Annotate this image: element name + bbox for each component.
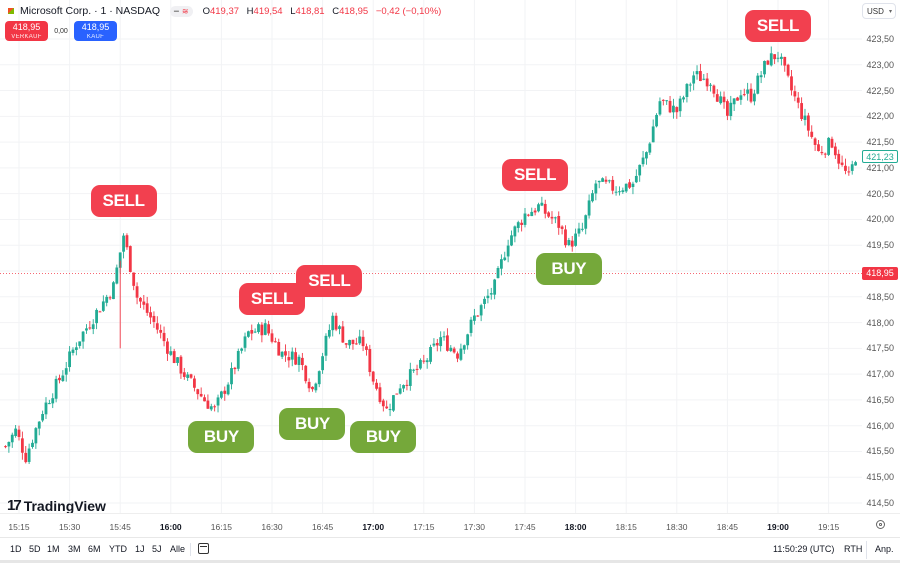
price-tick-label: 414,50 (866, 498, 894, 509)
price-tick-label: 422,50 (866, 85, 894, 96)
wave-icon[interactable]: ≋ (181, 6, 189, 16)
adjust-toggle[interactable]: Anp. (875, 544, 894, 554)
time-tick-label: 15:45 (109, 522, 131, 532)
high-label: H (246, 5, 254, 17)
bottom-toolbar: 1D 5D 1M 3M 6M YTD 1J 5J Alle 11:50:29 (UTC) RTH… (0, 537, 900, 562)
sell-signal-label: SELL (296, 265, 363, 298)
buy-price: 418,95 (81, 22, 110, 32)
close-value: 418,95 (339, 5, 369, 17)
time-tick-label: 17:30 (463, 522, 486, 532)
spread-value: 0,00 (54, 27, 68, 35)
price-tick-label: 421,00 (866, 162, 894, 173)
price-tick-label: 421,50 (866, 137, 894, 148)
buy-label: KAUF (86, 34, 105, 40)
price-tick-label: 423,00 (866, 59, 894, 70)
time-tick-label: 17:15 (413, 522, 435, 532)
session-toggle[interactable]: RTH (844, 544, 863, 554)
buy-signal-label: BUY (350, 420, 417, 453)
price-axis[interactable]: 423,50 423,00 422,50 422,00 421,50 421,00 420,… (862, 0, 900, 513)
range-button-alle[interactable]: Alle (170, 544, 186, 554)
ohlc-values: O419,37 H419,54 L418,81 C418,95 −0,42 (−… (203, 6, 447, 17)
time-tick-label: 16:45 (311, 522, 334, 532)
open-label: O (202, 5, 210, 17)
time-tick-label: 16:00 (159, 522, 182, 532)
minus-icon[interactable]: ━ (174, 6, 179, 16)
range-button-6m[interactable]: 6M (88, 544, 101, 554)
range-button-1m[interactable]: 1M (47, 544, 60, 554)
price-tick-label: 420,00 (866, 214, 894, 225)
range-button-5j[interactable]: 5J (152, 544, 162, 554)
sell-signal-label: SELL (502, 159, 569, 192)
time-tick-label: 19:00 (767, 522, 789, 532)
time-tick-label: 18:00 (564, 522, 587, 532)
last-price-tag: 421,23 (862, 150, 898, 163)
sell-button[interactable]: 418,95 VERKAUF (5, 21, 48, 41)
price-tick-label: 422,00 (866, 111, 894, 122)
tradingview-wordmark: TradingView (23, 497, 106, 514)
buy-signal-label: BUY (188, 420, 255, 453)
low-label: L (290, 5, 296, 17)
change-value: −0,42 (−0,10%) (375, 5, 442, 17)
sell-signal-label: SELL (745, 9, 811, 42)
time-tick-label: 17:00 (362, 522, 385, 532)
price-tick-label: 416,50 (866, 394, 894, 405)
sell-price: 418,95 (12, 22, 41, 32)
buy-signal-label: BUY (279, 407, 346, 440)
legend-toggle-pill[interactable]: ━ ≋ (170, 5, 193, 17)
divider (866, 541, 867, 559)
crosshair-price-tag: 418,95 (862, 267, 898, 280)
range-button-1j[interactable]: 1J (135, 544, 145, 554)
tradingview-mark-icon: 17 (7, 497, 22, 514)
price-tick-label: 418,00 (866, 317, 894, 328)
price-tick-label: 420,50 (866, 188, 894, 199)
time-axis[interactable]: 15:15 15:30 15:45 16:00 16:15 16:30 16:45 17:00… (0, 513, 900, 538)
time-tick-label: 18:30 (666, 522, 688, 532)
trade-buttons: 418,95 VERKAUF 0,00 418,95 KAUF (5, 21, 117, 41)
sell-signal-label: SELL (239, 283, 305, 316)
settings-gear-icon[interactable] (876, 520, 885, 529)
price-tick-label: 423,50 (866, 34, 894, 44)
time-tick-label: 18:45 (716, 522, 739, 532)
price-tick-label: 417,00 (866, 369, 894, 380)
chart-legend: Microsoft Corp. · 1 · NASDAQ ━ ≋ O419,37… (8, 4, 446, 18)
time-tick-label: 18:15 (615, 522, 637, 532)
high-value: 419,54 (253, 5, 283, 17)
sell-signal-label: SELL (90, 185, 157, 218)
window-edge (0, 560, 900, 563)
time-tick-label: 19:15 (817, 522, 840, 532)
sell-label: VERKAUF (11, 34, 42, 40)
price-tick-label: 415,00 (866, 472, 894, 483)
low-value: 418,81 (295, 5, 325, 17)
currency-label: USD (867, 7, 884, 16)
tradingview-logo[interactable]: 17 TradingView (7, 497, 106, 514)
calendar-goto-date-icon[interactable] (198, 543, 209, 554)
time-tick-label: 15:15 (8, 522, 30, 532)
range-button-1d[interactable]: 1D (10, 544, 22, 554)
price-tick-label: 417,50 (866, 343, 894, 354)
time-tick-label: 17:45 (514, 522, 536, 532)
price-tick-label: 415,50 (866, 446, 894, 457)
range-button-3m[interactable]: 3M (68, 544, 81, 554)
price-tick-label: 418,50 (866, 291, 894, 302)
open-value: 419,37 (209, 5, 240, 17)
range-button-ytd[interactable]: YTD (109, 544, 127, 554)
utc-clock[interactable]: 11:50:29 (UTC) (773, 544, 835, 554)
candlestick-chart[interactable] (0, 0, 862, 513)
time-tick-label: 15:30 (58, 522, 81, 532)
close-label: C (332, 5, 340, 17)
microsoft-logo-icon (8, 8, 14, 14)
divider (190, 543, 191, 556)
buy-signal-label: BUY (535, 253, 602, 286)
price-tick-label: 416,00 (866, 420, 894, 431)
chart-area[interactable] (0, 0, 862, 513)
time-tick-label: 16:15 (210, 522, 233, 532)
chevron-down-icon: ▾ (888, 9, 892, 15)
price-tick-label: 419,50 (866, 240, 894, 251)
symbol-title[interactable]: Microsoft Corp. · 1 · NASDAQ (20, 5, 161, 17)
time-tick-label: 16:30 (261, 522, 283, 532)
buy-button[interactable]: 418,95 KAUF (74, 21, 117, 41)
currency-select[interactable]: USD ▾ (862, 3, 896, 19)
range-button-5d[interactable]: 5D (29, 544, 41, 554)
